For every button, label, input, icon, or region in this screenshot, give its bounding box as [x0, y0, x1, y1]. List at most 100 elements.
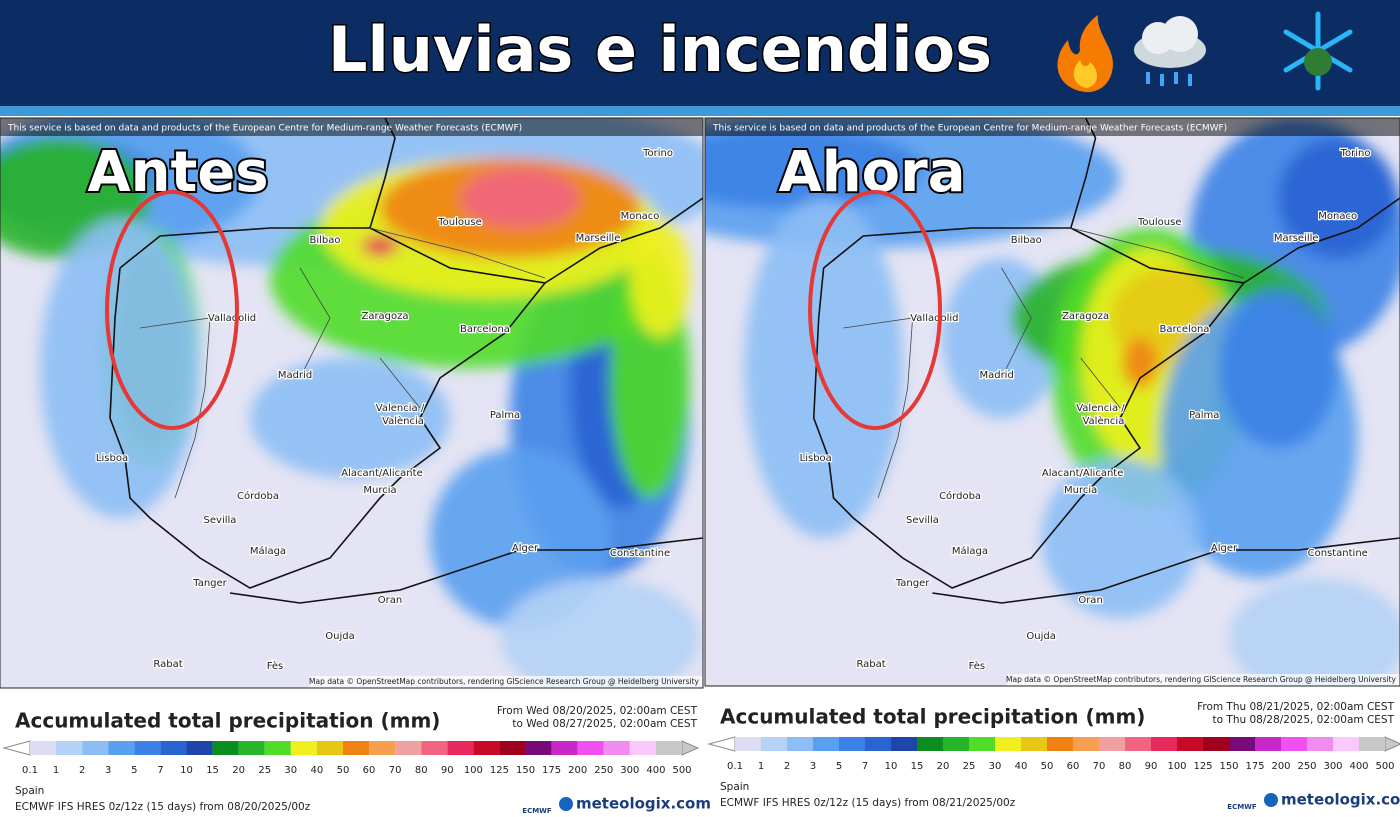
- legend-swatch: [369, 741, 396, 755]
- precip-area: [1122, 338, 1158, 388]
- legend-tick-label: 400: [1349, 761, 1368, 772]
- legend-tick-label: 50: [337, 765, 350, 776]
- legend-tick-label: 125: [490, 765, 509, 776]
- legend-swatch: [1203, 737, 1229, 751]
- city-label: Málaga: [952, 545, 988, 557]
- city-label: Fès: [267, 660, 284, 672]
- legend-tick-label: 60: [1067, 761, 1080, 772]
- legend-to: to Wed 08/27/2025, 02:00am CEST: [512, 718, 697, 730]
- legend-swatch: [82, 741, 109, 755]
- legend-swatch: [1073, 737, 1099, 751]
- city-label: Marseille: [1274, 233, 1319, 244]
- legend-tick-label: 175: [542, 765, 561, 776]
- legend-arrow-high: [1384, 736, 1400, 752]
- legend-swatch: [1333, 737, 1359, 751]
- legend-swatch: [917, 737, 943, 751]
- legend-swatch: [1047, 737, 1073, 751]
- panel-label: Antes: [87, 140, 268, 205]
- city-label: Palma: [490, 410, 520, 421]
- city-label: Lisboa: [96, 453, 128, 464]
- legend-swatch: [447, 741, 474, 755]
- credit-bg: [310, 676, 703, 688]
- logo: [1283, 11, 1353, 91]
- city-label: Valladolid: [208, 313, 256, 324]
- city-label: Toulouse: [1137, 217, 1181, 228]
- legend-swatch: [735, 737, 761, 751]
- legend-swatch: [1229, 737, 1255, 751]
- legend-swatch: [891, 737, 917, 751]
- precip-area: [744, 198, 903, 538]
- legend-swatch: [865, 737, 891, 751]
- brand: meteologix.com: [576, 795, 711, 813]
- legend-tick-label: 250: [1297, 761, 1316, 772]
- attribution-bg: [705, 118, 1400, 136]
- legend-tick-label: 25: [258, 765, 271, 776]
- city-label: Constantine: [1308, 548, 1368, 559]
- city-label: Palma: [1189, 410, 1219, 421]
- legend-tick-label: 70: [389, 765, 402, 776]
- legend-tick-label: 175: [1245, 761, 1264, 772]
- legend-swatch: [761, 737, 787, 751]
- city-label: Bilbao: [1011, 235, 1042, 246]
- legend-tick-label: 100: [464, 765, 483, 776]
- city-label: Torino: [642, 148, 673, 159]
- credit-bg: [1007, 674, 1400, 686]
- city-label: Rabat: [153, 659, 182, 670]
- legend-tick-label: 60: [363, 765, 376, 776]
- legend-tick-label: 150: [1219, 761, 1238, 772]
- city-label: València: [382, 415, 424, 427]
- precip-area: [250, 358, 450, 478]
- map-panel: This service is based on data and produc…: [705, 118, 1400, 686]
- ecmwf-logo: ECMWF: [1227, 803, 1257, 811]
- legend-swatch: [629, 741, 656, 755]
- map-credit: Map data © OpenStreetMap contributors, r…: [1006, 675, 1397, 684]
- legend-swatch: [813, 737, 839, 751]
- legend-tick-label: 10: [885, 761, 898, 772]
- legend-tick-label: 1: [53, 765, 59, 776]
- legend-from: From Thu 08/21/2025, 02:00am CEST: [1197, 701, 1394, 713]
- legend-tick-label: 1: [758, 761, 764, 772]
- legend-tick-label: 3: [810, 761, 816, 772]
- legend-title: Accumulated total precipitation (mm): [720, 705, 1145, 729]
- brand-icon: [559, 797, 573, 811]
- legend-tick-label: 400: [646, 765, 665, 776]
- legend-tick-label: 125: [1193, 761, 1212, 772]
- legend-tick-label: 80: [415, 765, 428, 776]
- precip-area: [40, 218, 200, 518]
- attribution-bg: [0, 118, 703, 136]
- precip-area: [705, 128, 923, 208]
- legend-swatch: [1021, 737, 1047, 751]
- region: Spain: [15, 785, 44, 797]
- city-label: Lisboa: [800, 453, 832, 464]
- city-label: Zaragoza: [361, 311, 408, 322]
- legend-arrow-high: [681, 740, 700, 756]
- legend-swatch: [1125, 737, 1151, 751]
- legend-arrow-low: [2, 740, 31, 756]
- legend-tick-label: 80: [1119, 761, 1132, 772]
- legend-swatch: [839, 737, 865, 751]
- city-label: Torino: [1340, 148, 1371, 159]
- legend-tick-label: 0.1: [727, 761, 743, 772]
- legend-tick-label: 500: [1375, 761, 1394, 772]
- legend-swatch: [316, 741, 343, 755]
- city-label: Córdoba: [237, 490, 279, 502]
- page-title: Lluvias e incendios: [328, 13, 992, 86]
- legend-tick-label: 7: [862, 761, 868, 772]
- legend-tick-label: 500: [672, 765, 691, 776]
- precip-area: [1228, 578, 1400, 686]
- city-label: Alger: [512, 543, 539, 554]
- precip-area: [362, 236, 398, 256]
- legend-tick-label: 90: [1145, 761, 1158, 772]
- legend-swatch: [525, 741, 552, 755]
- region: Spain: [720, 781, 749, 793]
- legend-swatch: [995, 737, 1021, 751]
- city-label: Barcelona: [1160, 324, 1210, 335]
- legend-arrow-low: [707, 736, 736, 752]
- brand: meteologix.com: [1281, 791, 1400, 809]
- city-label: Córdoba: [939, 490, 981, 502]
- city-label: Tanger: [192, 578, 227, 589]
- legend-swatch: [1307, 737, 1333, 751]
- legend-swatch: [787, 737, 813, 751]
- legend-tick-label: 5: [836, 761, 842, 772]
- highlight-circle: [808, 190, 943, 430]
